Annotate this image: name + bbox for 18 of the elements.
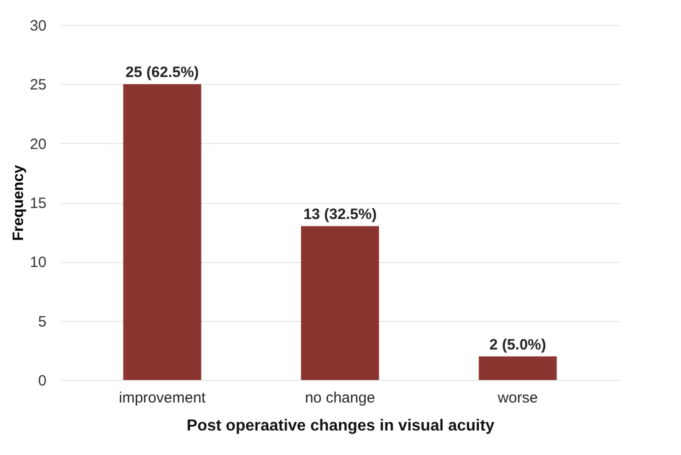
x-tick-label: improvement — [118, 390, 206, 406]
y-tick-label: 25 — [30, 76, 46, 94]
y-axis-title: Frequency — [10, 164, 27, 241]
data-label: 2 (5.0%) — [489, 336, 546, 354]
y-tick-label: 15 — [30, 195, 46, 212]
y-tick-label: 0 — [38, 372, 46, 390]
data-label: 13 (32.5%) — [303, 206, 377, 224]
bar — [123, 84, 202, 380]
x-axis-title: Post operaative changes in visual acuity — [186, 418, 494, 434]
bar — [478, 356, 557, 380]
x-tick-label: worse — [496, 390, 538, 406]
data-label: 25 (62.5%) — [126, 64, 199, 82]
bar — [301, 226, 379, 380]
y-tick-label: 20 — [30, 136, 46, 153]
y-tick-label: 5 — [38, 313, 46, 330]
y-tick-label: 30 — [30, 18, 46, 34]
x-tick-label: no change — [304, 390, 376, 406]
y-tick-label: 10 — [30, 254, 46, 272]
